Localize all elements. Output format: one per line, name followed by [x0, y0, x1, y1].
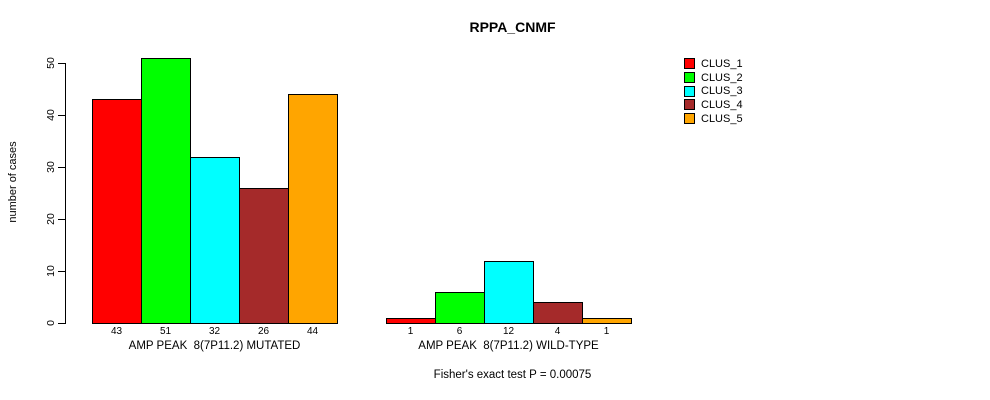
bar-value-label: 44 — [306, 326, 319, 337]
y-tick-mark — [58, 63, 65, 64]
legend-swatch — [684, 99, 695, 111]
bar — [239, 188, 289, 324]
bar — [92, 99, 142, 324]
group-label: AMP PEAK 8(7P11.2) MUTATED — [128, 340, 301, 352]
legend-item: CLUS_5 — [684, 112, 743, 126]
y-tick-label: 10 — [45, 265, 57, 277]
y-tick-mark — [58, 115, 65, 116]
legend-swatch — [684, 58, 695, 70]
bar — [533, 302, 583, 324]
y-tick-label: 30 — [45, 161, 57, 173]
bar — [190, 157, 240, 324]
bar-value-label: 4 — [554, 326, 561, 337]
bar-value-label: 6 — [456, 326, 463, 337]
bar-value-label: 32 — [208, 326, 221, 337]
bar — [141, 58, 191, 324]
legend-label: CLUS_2 — [701, 71, 743, 84]
legend-item: CLUS_2 — [684, 71, 743, 85]
bar — [386, 318, 436, 324]
legend: CLUS_1 CLUS_2 CLUS_3 CLUS_4 CLUS_5 — [684, 57, 743, 125]
legend-label: CLUS_1 — [701, 57, 743, 70]
chart-title: RPPA_CNMF — [469, 19, 556, 35]
y-tick-mark — [58, 323, 65, 324]
legend-item: CLUS_3 — [684, 84, 743, 98]
bar — [484, 261, 534, 324]
legend-item: CLUS_1 — [684, 57, 743, 71]
annotation-fisher-test: Fisher's exact test P = 0.00075 — [433, 369, 592, 381]
y-tick-label: 40 — [45, 109, 57, 121]
y-axis-line — [65, 63, 66, 324]
bar — [582, 318, 632, 324]
legend-label: CLUS_5 — [701, 112, 743, 125]
legend-label: CLUS_3 — [701, 85, 743, 98]
legend-swatch — [684, 113, 695, 125]
bar-value-label: 26 — [257, 326, 270, 337]
bar-value-label: 43 — [110, 326, 123, 337]
bar-value-label: 1 — [603, 326, 610, 337]
group-label: AMP PEAK 8(7P11.2) WILD-TYPE — [418, 340, 599, 352]
y-axis-label: number of cases — [7, 141, 19, 223]
bar — [435, 292, 485, 324]
y-tick-mark — [58, 219, 65, 220]
y-tick-label: 50 — [45, 57, 57, 69]
bar-value-label: 51 — [159, 326, 172, 337]
y-tick-mark — [58, 271, 65, 272]
bar-value-label: 1 — [407, 326, 414, 337]
legend-swatch — [684, 72, 695, 84]
bar — [288, 94, 338, 324]
y-tick-mark — [58, 167, 65, 168]
legend-label: CLUS_4 — [701, 98, 743, 111]
legend-item: CLUS_4 — [684, 98, 743, 112]
legend-swatch — [684, 85, 695, 97]
y-tick-label: 20 — [45, 213, 57, 225]
y-tick-label: 0 — [45, 320, 57, 326]
bar-value-label: 12 — [502, 326, 515, 337]
